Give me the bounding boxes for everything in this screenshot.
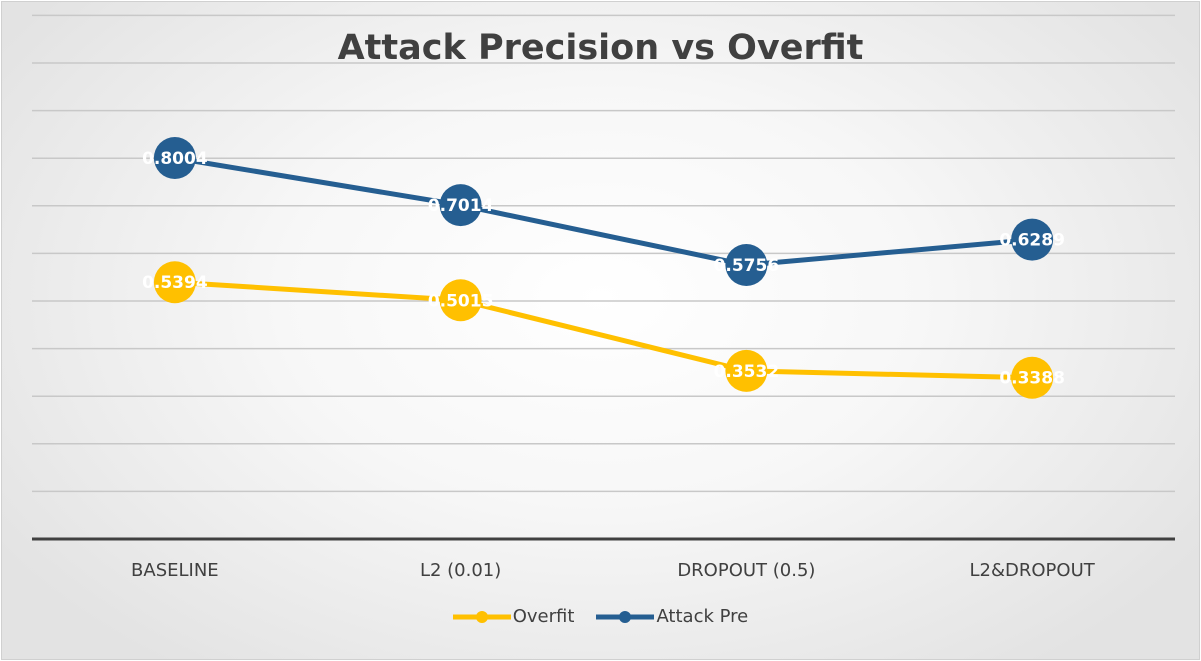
data-point[interactable] — [1011, 218, 1054, 261]
legend-marker-overfit — [452, 610, 511, 623]
series-line — [174, 279, 1033, 381]
category-label: L2&DROPOUT — [970, 560, 1096, 581]
data-point[interactable] — [725, 349, 768, 392]
category-label: L2 (0.01) — [420, 560, 501, 581]
legend-label-overfit: Overfit — [512, 606, 575, 627]
data-point[interactable] — [153, 261, 196, 304]
data-point[interactable] — [1011, 356, 1054, 399]
category-label: BASELINE — [131, 560, 219, 581]
data-label: 0.5394 — [142, 273, 208, 293]
gridlines — [32, 14, 1175, 493]
series-line — [174, 155, 1033, 268]
data-point[interactable] — [439, 184, 482, 227]
legend-item-attack-pre[interactable]: Attack Pre — [596, 606, 748, 627]
legend-label-attack-pre: Attack Pre — [656, 606, 749, 627]
data-labels: 0.5394 0.5015 0.3532 0.3388 0.8004 0.7014 0.57… — [142, 149, 1065, 389]
data-label: 0.3532 — [714, 362, 780, 382]
data-label: 0.5756 — [714, 256, 780, 276]
data-label: 0.5015 — [428, 291, 494, 311]
legend-marker-attack-pre — [596, 610, 655, 623]
data-point[interactable] — [153, 137, 196, 180]
category-label: DROPOUT (0.5) — [677, 560, 815, 581]
data-label: 0.3388 — [999, 369, 1065, 389]
legend-item-overfit[interactable]: Overfit — [452, 606, 575, 627]
data-label: 0.8004 — [142, 149, 208, 169]
category-labels: BASELINE L2 (0.01) DROPOUT (0.5) L2&DROPOUT — [131, 560, 1096, 581]
data-point[interactable] — [725, 244, 768, 287]
data-label: 0.7014 — [428, 196, 494, 216]
data-point[interactable] — [439, 279, 482, 322]
data-label: 0.6289 — [999, 231, 1065, 251]
chart-title: Attack Precision vs Overfit — [337, 28, 864, 68]
legend: Overfit Attack Pre — [0, 606, 1201, 627]
series-lines — [153, 137, 1054, 399]
